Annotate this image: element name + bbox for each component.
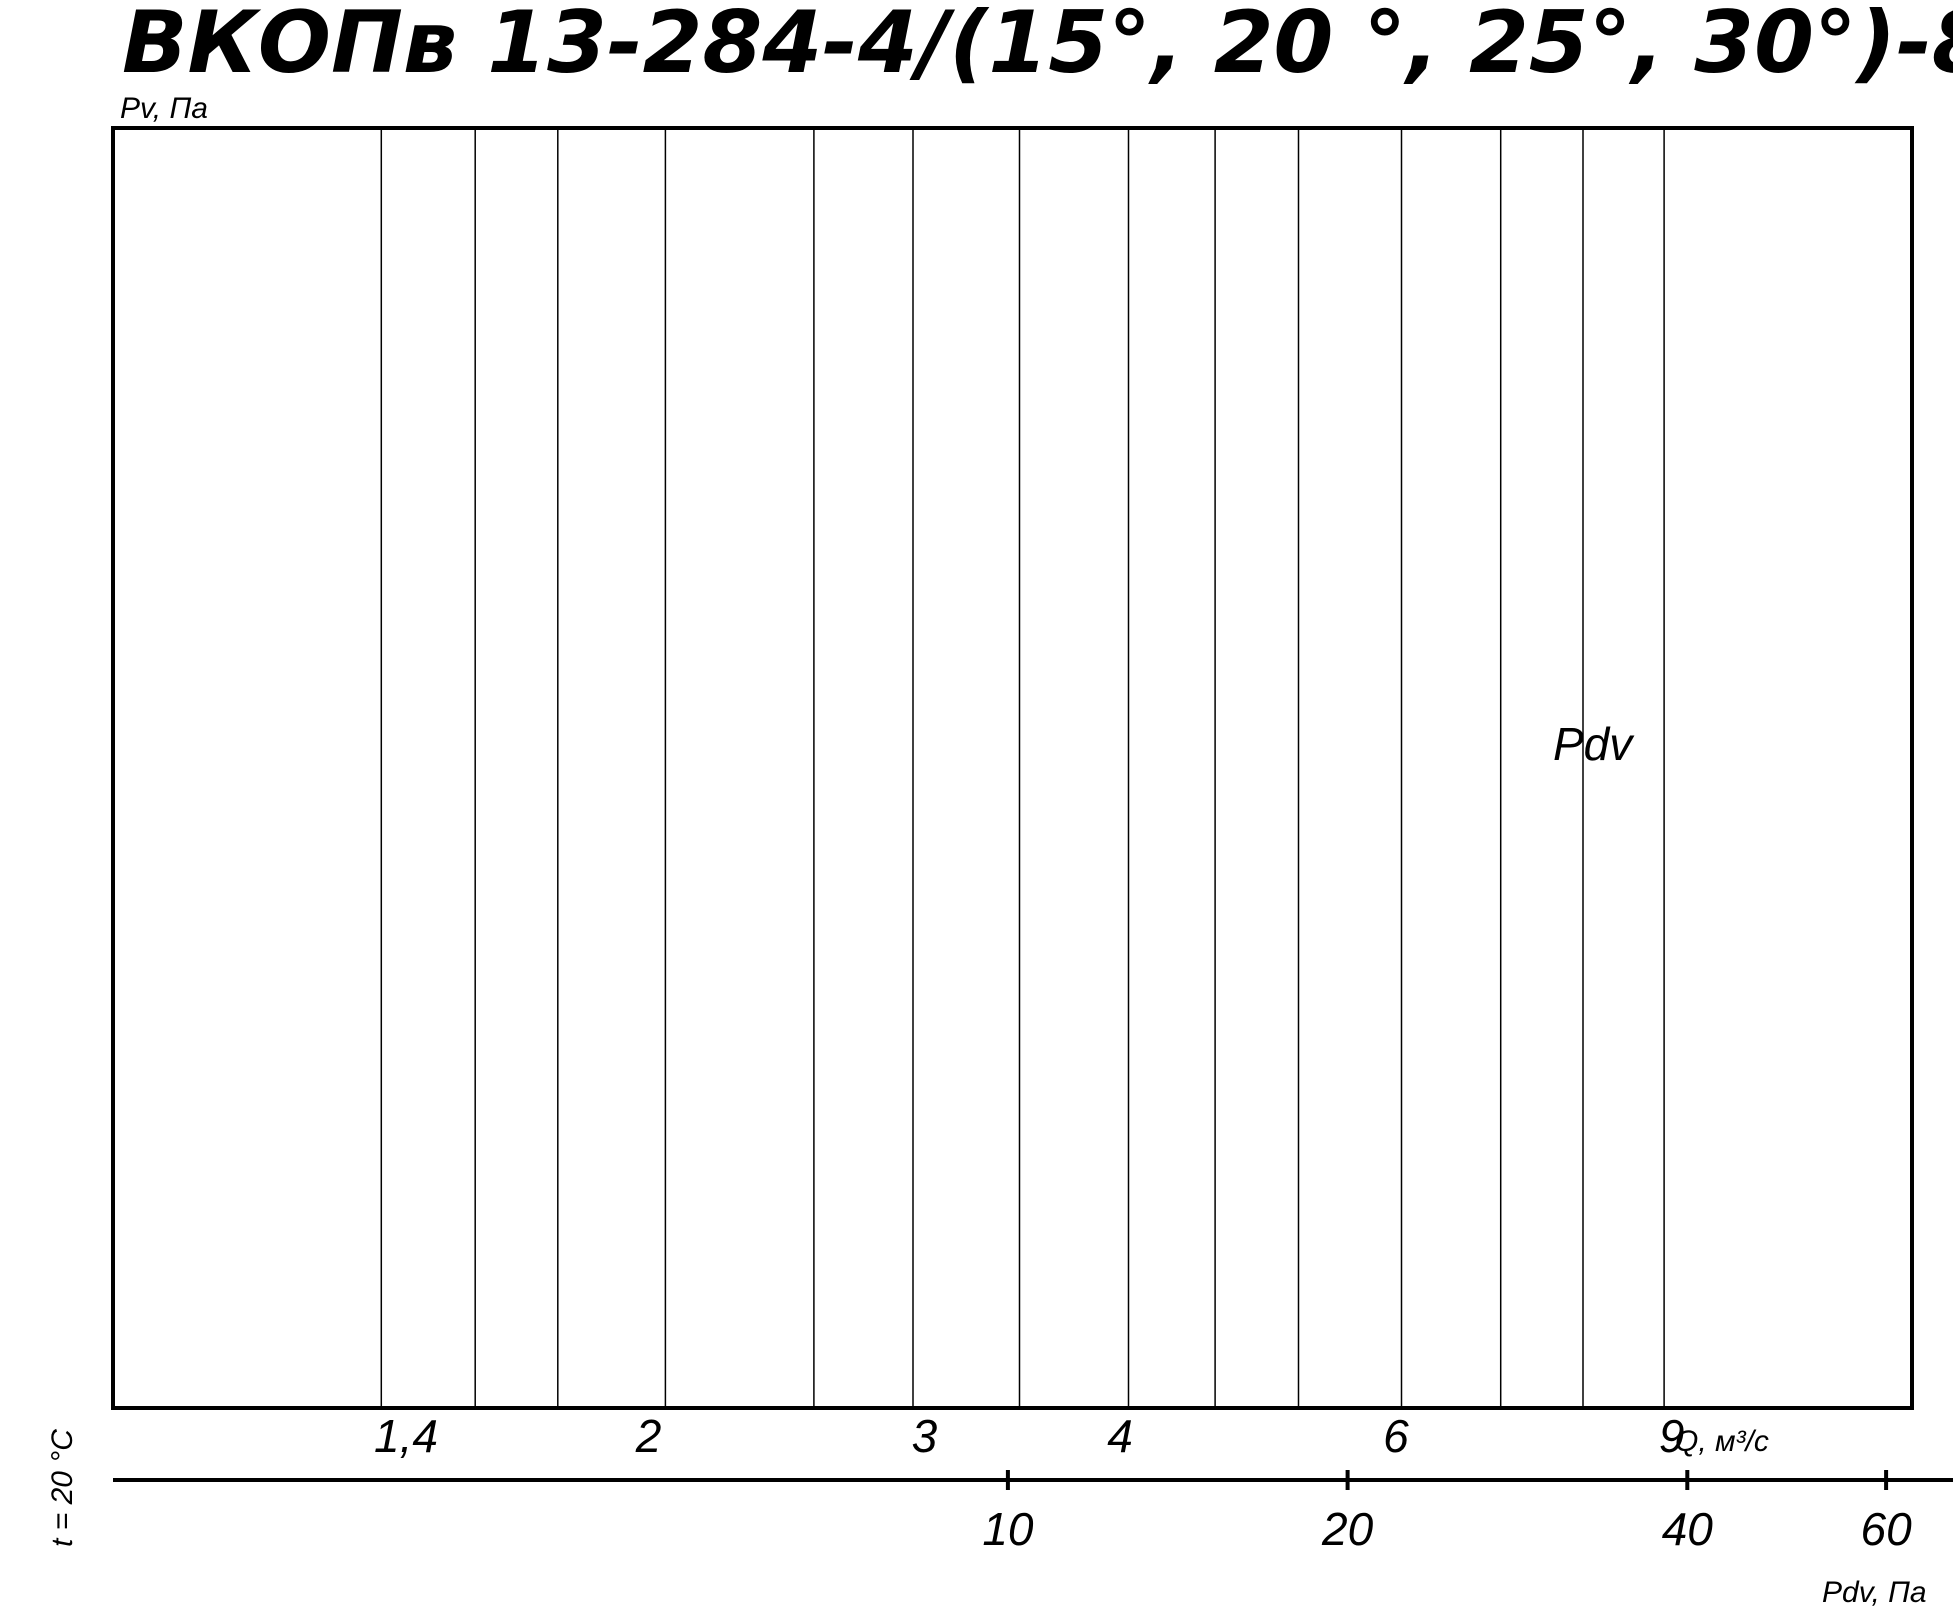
x-axis-label: Q, м³/с [1675, 1425, 1769, 1458]
pdv-tick-label: 10 [982, 1503, 1034, 1555]
pdv-axis: 1020406080100150200 [113, 1470, 1953, 1555]
x-tick-label: 6 [1383, 1410, 1409, 1462]
x-tick-label: 3 [912, 1410, 938, 1462]
x-tick-label: 2 [635, 1410, 662, 1462]
x-tick-label: 1,4 [374, 1410, 438, 1462]
pdv-axis-label: Pdv, Па [1822, 1576, 1927, 1609]
plot-frame [111, 126, 1914, 1410]
y-axis-label: Pv, Па [120, 92, 208, 125]
x-tick-label: 4 [1107, 1410, 1133, 1462]
x-tick-label: 9 [1659, 1410, 1685, 1462]
grid [380, 128, 1665, 1408]
pdv-line-label: Pdv [1553, 718, 1635, 770]
temperature-note: t = 20 °C [46, 1429, 79, 1547]
pdv-tick-label: 60 [1861, 1503, 1913, 1555]
chart-title: ВКОПв 13-284-4/(15°, 20 °, 25°, 30°)-8 [122, 0, 1953, 93]
pdv-tick-label: 20 [1321, 1503, 1374, 1555]
pdv-tick-label: 40 [1662, 1503, 1714, 1555]
